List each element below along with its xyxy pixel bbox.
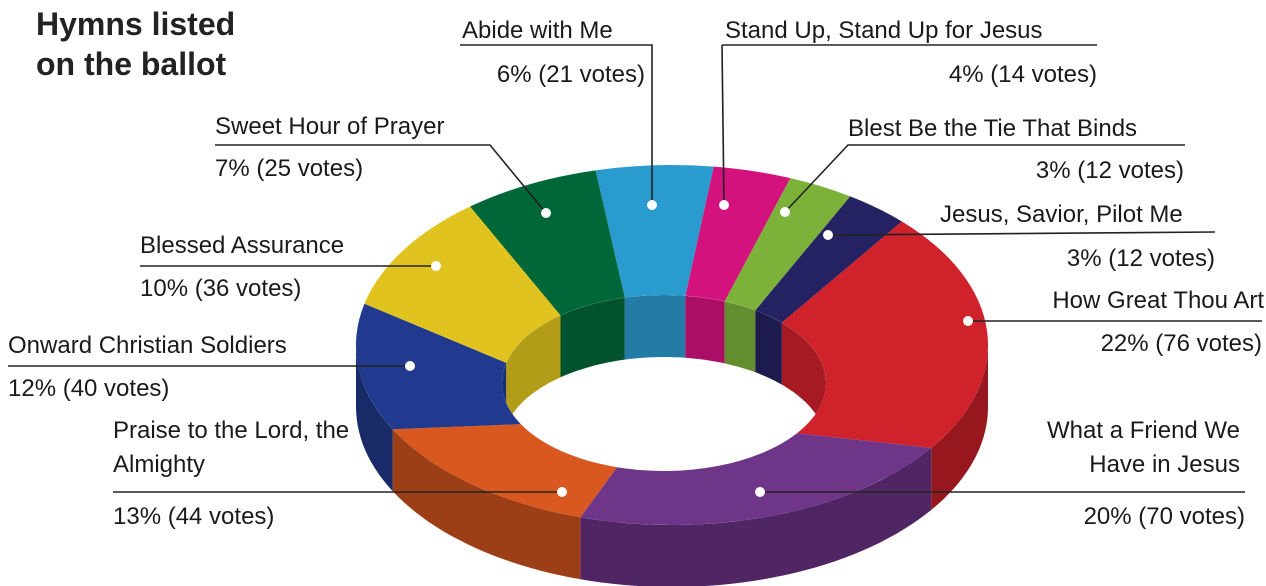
leader-line bbox=[827, 231, 1216, 236]
slice bbox=[755, 196, 902, 323]
leader-dot bbox=[405, 361, 415, 371]
value-label: 3% (12 votes) bbox=[1035, 157, 1184, 184]
leader-dot bbox=[431, 261, 441, 271]
slice bbox=[355, 303, 521, 430]
slice bbox=[595, 165, 714, 298]
value-label: 4% (14 votes) bbox=[948, 61, 1097, 88]
slice bbox=[580, 433, 932, 526]
leader-dot bbox=[647, 200, 657, 210]
slice-inner-side bbox=[781, 322, 826, 445]
slice-side bbox=[392, 429, 581, 580]
leader-dot bbox=[719, 200, 729, 210]
slice-side bbox=[356, 345, 393, 492]
slice-inner-side bbox=[624, 295, 686, 360]
slice bbox=[470, 170, 625, 316]
leader-dot bbox=[541, 208, 551, 218]
slice-label: Blessed Assurance bbox=[140, 232, 345, 259]
slice-inner-side bbox=[724, 301, 756, 373]
leader-dot bbox=[963, 316, 973, 326]
slice-label: Blest Be the Tie That Binds bbox=[848, 115, 1138, 142]
slice-label: Abide with Me bbox=[462, 17, 613, 44]
leader-line bbox=[784, 144, 1185, 213]
leader-line bbox=[215, 144, 547, 214]
slice-inner-side bbox=[685, 295, 725, 364]
leader-line bbox=[460, 44, 653, 205]
slice-label: Stand Up, Stand Up for Jesus bbox=[725, 17, 1043, 44]
slice-label: Jesus, Savior, Pilot Me bbox=[940, 201, 1183, 228]
leader-dot bbox=[755, 487, 765, 497]
slice-label: Onward Christian Soldiers bbox=[8, 332, 287, 359]
slice-label: What a Friend We Have in Jesus bbox=[1047, 417, 1240, 478]
slice-inner-side bbox=[560, 297, 625, 378]
value-label: 20% (70 votes) bbox=[1083, 503, 1245, 530]
leader-dot bbox=[557, 487, 567, 497]
value-label: 3% (12 votes) bbox=[1066, 245, 1215, 272]
value-label: 13% (44 votes) bbox=[113, 503, 275, 530]
value-label: 6% (21 votes) bbox=[496, 61, 645, 88]
chart-title: Hymns listed on the ballot bbox=[36, 6, 236, 82]
slice-label: Praise to the Lord, the Almighty bbox=[113, 417, 350, 478]
slice bbox=[724, 178, 851, 311]
slice bbox=[781, 221, 988, 448]
slice-side bbox=[931, 345, 988, 510]
value-label: 22% (76 votes) bbox=[1100, 330, 1262, 357]
slice-inner-side bbox=[506, 315, 561, 425]
slice-side bbox=[580, 447, 932, 586]
leader-dot bbox=[823, 230, 833, 240]
slice-label: Sweet Hour of Prayer bbox=[215, 113, 445, 140]
leader-dot bbox=[780, 207, 790, 217]
leader-line bbox=[721, 44, 725, 206]
value-label: 10% (36 votes) bbox=[140, 275, 302, 302]
slice-inner-side bbox=[755, 310, 782, 385]
slice-label: How Great Thou Art bbox=[1052, 287, 1264, 314]
value-label: 12% (40 votes) bbox=[8, 375, 170, 402]
slice bbox=[685, 166, 791, 302]
value-label: 7% (25 votes) bbox=[215, 155, 364, 182]
slice bbox=[364, 206, 561, 363]
